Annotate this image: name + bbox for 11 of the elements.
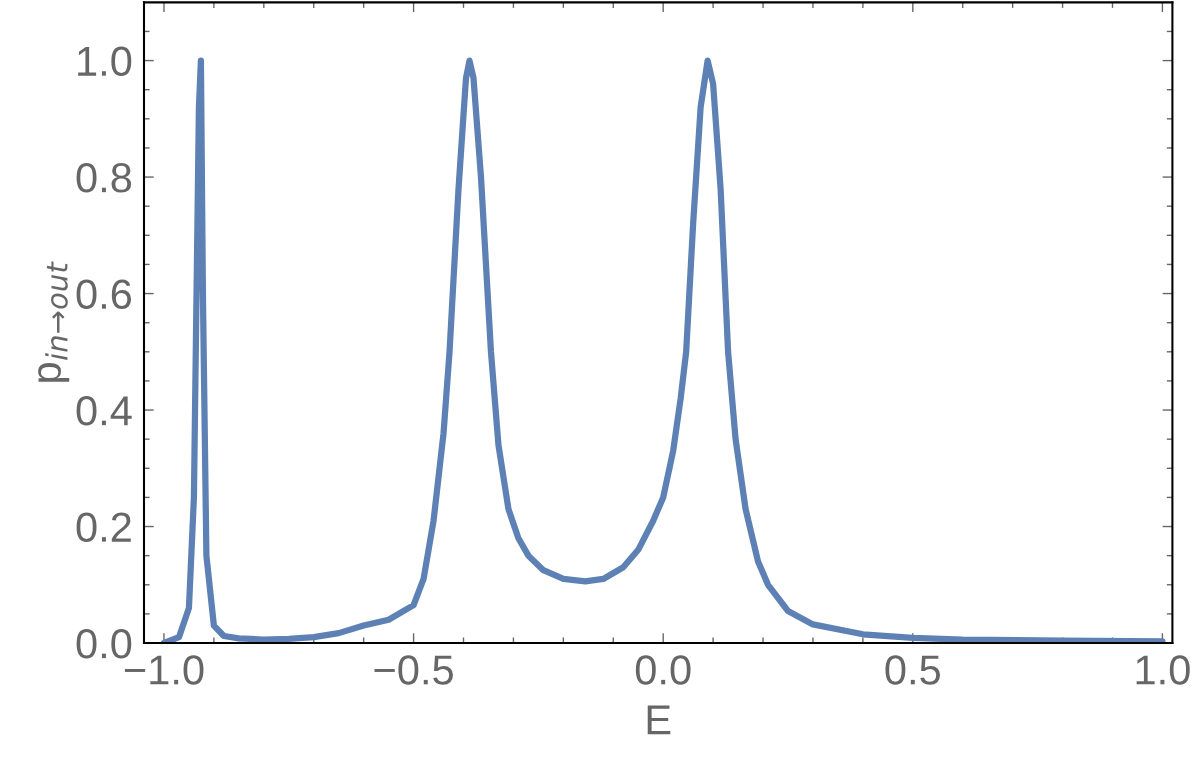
x-axis-title: E bbox=[647, 705, 671, 735]
x-tick-label: 0.0 bbox=[635, 655, 691, 685]
x-tick-label: 0.5 bbox=[885, 655, 941, 685]
y-axis-title: p$_{in→out}$ bbox=[38, 261, 70, 382]
y-tick-label: 1.0 bbox=[78, 46, 132, 77]
x-tick-label: 1.0 bbox=[1136, 655, 1190, 685]
y-tick-label: 0.8 bbox=[76, 163, 132, 193]
y-tick-label: 0.6 bbox=[76, 279, 132, 310]
y-tick-label: 0.4 bbox=[76, 396, 132, 426]
x-tick-label: −0.5 bbox=[374, 655, 453, 685]
y-tick-label: 0.2 bbox=[76, 512, 131, 543]
